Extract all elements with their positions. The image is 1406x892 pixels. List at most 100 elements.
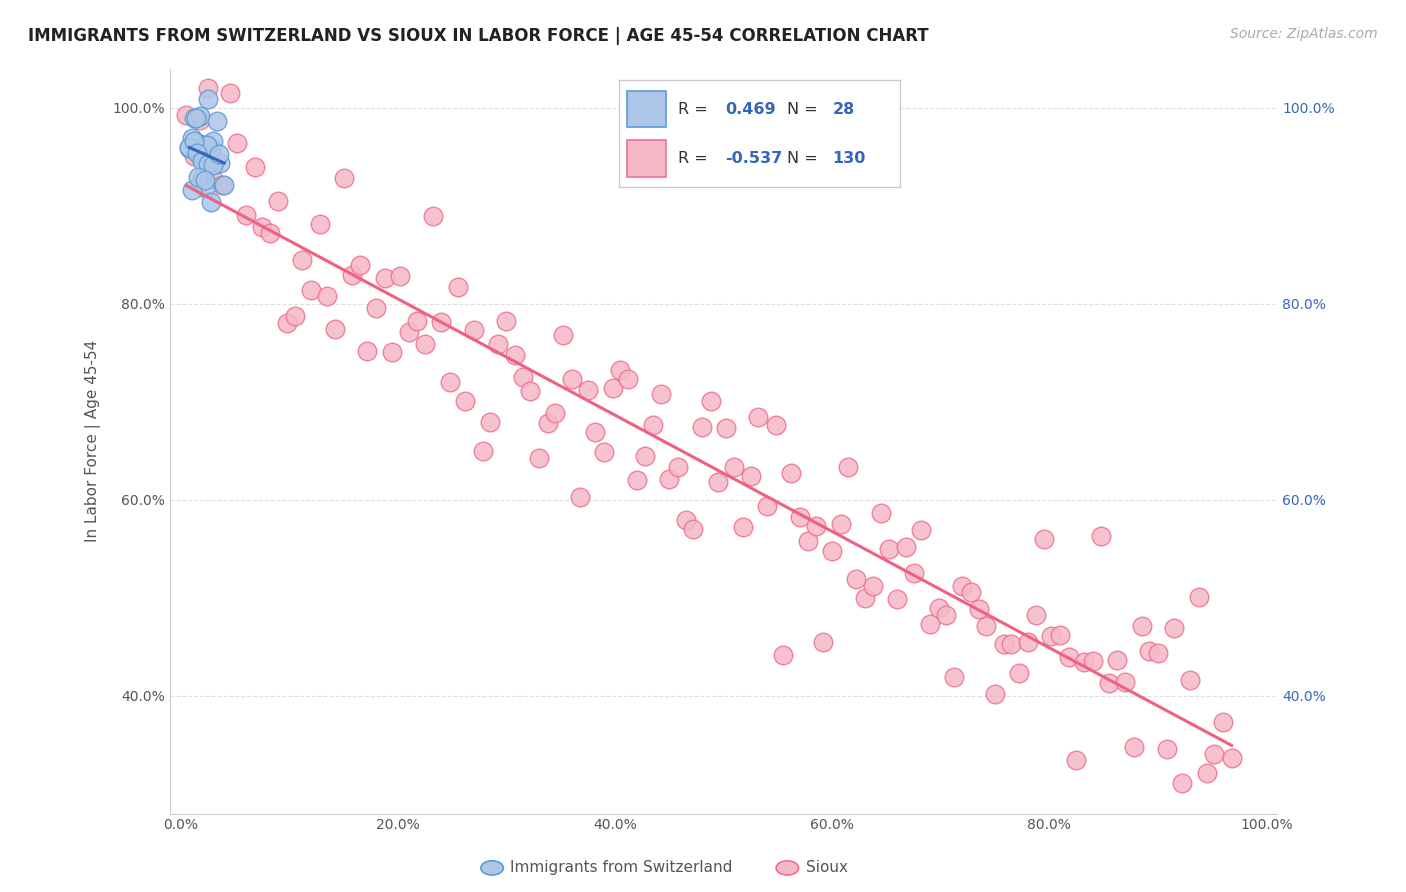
- Point: [1156, 742, 1178, 756]
- Point: [197, 156, 219, 170]
- Point: [180, 183, 202, 197]
- Point: [1137, 644, 1160, 658]
- Point: [765, 418, 787, 433]
- Point: [186, 146, 208, 161]
- Point: [609, 363, 631, 377]
- Point: [439, 376, 461, 390]
- Point: [551, 328, 574, 343]
- Point: [1163, 621, 1185, 635]
- Point: [1073, 655, 1095, 669]
- Point: [218, 86, 240, 100]
- Point: [1090, 529, 1112, 543]
- Point: [205, 114, 228, 128]
- Point: [184, 112, 207, 126]
- Point: [194, 173, 217, 187]
- Point: [226, 136, 249, 150]
- Point: [666, 459, 689, 474]
- Point: [1170, 776, 1192, 790]
- Point: [208, 147, 231, 161]
- Point: [202, 158, 225, 172]
- Point: [918, 617, 941, 632]
- Point: [1000, 637, 1022, 651]
- Point: [188, 176, 211, 190]
- Point: [976, 619, 998, 633]
- Point: [308, 217, 330, 231]
- Point: [641, 418, 664, 433]
- Point: [910, 523, 932, 537]
- Point: [299, 283, 322, 297]
- Point: [188, 112, 211, 127]
- Point: [446, 280, 468, 294]
- Point: [1114, 675, 1136, 690]
- Text: 130: 130: [832, 151, 866, 166]
- Point: [430, 315, 453, 329]
- Text: 28: 28: [832, 102, 855, 117]
- Point: [780, 466, 803, 480]
- Point: [894, 540, 917, 554]
- Point: [381, 345, 404, 359]
- Point: [211, 178, 233, 192]
- Point: [569, 490, 592, 504]
- Point: [952, 579, 974, 593]
- Point: [853, 591, 876, 606]
- Point: [179, 140, 201, 154]
- Point: [1032, 533, 1054, 547]
- Point: [877, 541, 900, 556]
- Point: [202, 172, 225, 186]
- Point: [495, 314, 517, 328]
- Point: [191, 171, 214, 186]
- Point: [682, 522, 704, 536]
- Text: Sioux: Sioux: [806, 861, 848, 875]
- Point: [626, 474, 648, 488]
- Point: [183, 111, 205, 125]
- Point: [675, 513, 697, 527]
- Point: [690, 419, 713, 434]
- Point: [191, 153, 214, 168]
- Point: [1123, 740, 1146, 755]
- Point: [740, 469, 762, 483]
- Point: [756, 499, 779, 513]
- Point: [235, 208, 257, 222]
- Point: [1057, 649, 1080, 664]
- Bar: [627, 91, 666, 128]
- Point: [200, 140, 222, 154]
- Point: [212, 178, 235, 192]
- Text: N =: N =: [787, 102, 824, 117]
- Point: [747, 409, 769, 424]
- Text: R =: R =: [678, 102, 713, 117]
- Point: [454, 394, 477, 409]
- Point: [935, 608, 957, 623]
- Point: [291, 252, 314, 267]
- Point: [845, 572, 868, 586]
- Point: [650, 387, 672, 401]
- Point: [1195, 765, 1218, 780]
- Point: [463, 323, 485, 337]
- Text: 0.469: 0.469: [725, 102, 776, 117]
- Point: [183, 149, 205, 163]
- Point: [276, 316, 298, 330]
- Point: [1147, 646, 1170, 660]
- Point: [194, 138, 217, 153]
- Point: [332, 170, 354, 185]
- Point: [714, 421, 737, 435]
- Point: [960, 584, 983, 599]
- Point: [903, 566, 925, 580]
- Point: [259, 226, 281, 240]
- Text: IMMIGRANTS FROM SWITZERLAND VS SIOUX IN LABOR FORCE | AGE 45-54 CORRELATION CHAR: IMMIGRANTS FROM SWITZERLAND VS SIOUX IN …: [28, 27, 929, 45]
- Point: [486, 337, 509, 351]
- Point: [984, 687, 1007, 701]
- Point: [602, 381, 624, 395]
- Point: [1025, 608, 1047, 623]
- Point: [1098, 675, 1121, 690]
- Point: [537, 416, 560, 430]
- Point: [1008, 665, 1031, 680]
- Point: [733, 520, 755, 534]
- Point: [519, 384, 541, 398]
- Point: [342, 268, 364, 282]
- Point: [243, 160, 266, 174]
- Point: [267, 194, 290, 208]
- Text: -0.537: -0.537: [725, 151, 783, 166]
- Point: [699, 394, 721, 409]
- Point: [830, 516, 852, 531]
- Point: [967, 602, 990, 616]
